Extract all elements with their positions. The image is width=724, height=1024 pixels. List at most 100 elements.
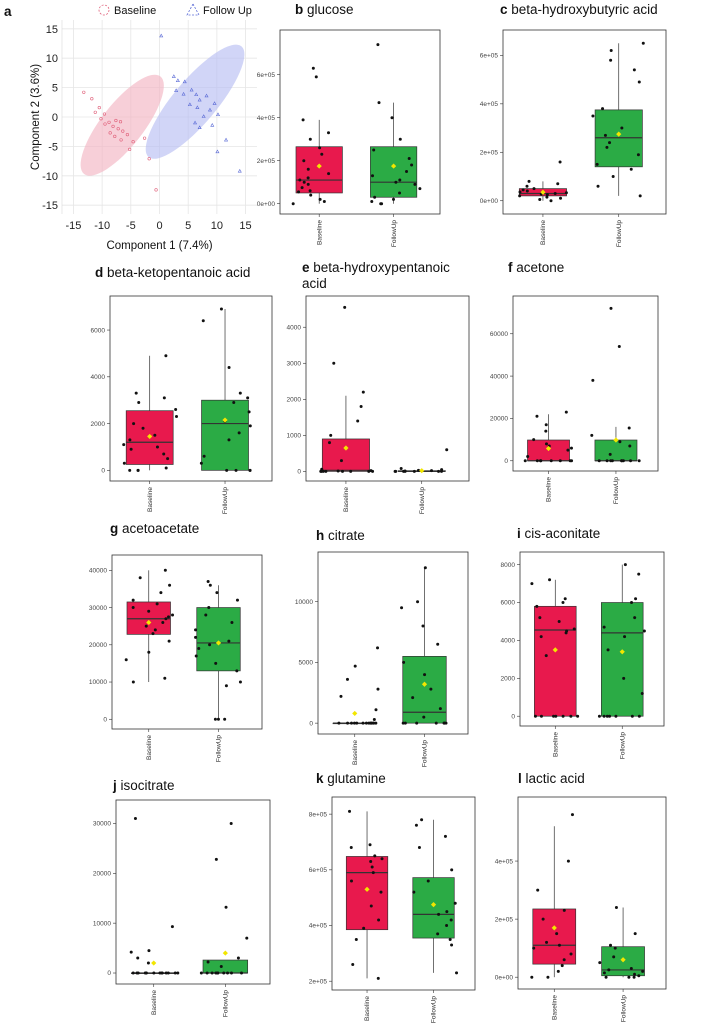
pca-panel: a -15 -10 -5 0 5 10 15 -15 -10 -5 0 5 10 15 Component 1… [4,3,257,252]
data-point [398,178,402,182]
y-tick-label: 8e+05 [309,811,328,818]
data-point [555,932,559,936]
data-point [372,721,376,725]
data-point [197,647,201,651]
x-category-label: Baseline [343,487,350,512]
data-point [237,431,241,435]
data-point [238,680,242,684]
panel-title-line: beta-hydroxypentanoic [310,260,451,275]
data-point [556,969,560,973]
panel-letter-l: l [518,771,522,786]
data-point [131,606,135,610]
data-point [143,971,147,975]
legend-baseline-circle-icon [98,4,110,16]
x-category-label: Baseline [552,732,559,757]
pca-point-followup [212,101,217,105]
data-point [361,390,365,394]
mean-marker [421,681,428,687]
x-category-label: Baseline [546,477,553,502]
data-point [613,946,617,950]
box-iqr [594,109,643,168]
data-point [538,616,542,620]
x-category-label: FollowUp [422,740,429,767]
panel-title-j: j isocitrate [112,778,175,793]
mean-marker [364,886,370,892]
boxplot-panel-g: g acetoacetate 0 10000 20000 30000 40000 Basel… [89,521,263,762]
y-tick-label: 0 [107,970,111,977]
data-point [199,971,203,975]
x-category-label: FollowUp [223,990,230,1017]
data-point [215,591,219,595]
mean-marker [147,433,153,440]
mean-marker [619,649,625,655]
data-point [147,650,151,654]
data-point [450,868,454,872]
data-point [132,422,136,426]
data-point [128,438,132,442]
data-point [448,937,452,941]
data-point [445,910,449,914]
data-point [214,661,218,665]
data-point [229,971,233,975]
data-point [638,194,642,198]
data-point [415,721,419,725]
data-point [136,468,140,472]
data-point [345,677,349,681]
data-point [137,401,141,405]
data-point [379,890,383,894]
data-point [291,202,295,206]
pca-point-baseline [118,120,123,124]
data-point [339,694,343,698]
data-point [530,582,534,586]
x-category-label: Baseline [551,995,558,1020]
legend-baseline-label: Baseline [114,5,156,17]
data-point [527,179,531,183]
data-point [173,971,177,975]
box-iqr [196,607,241,672]
data-point [306,167,310,171]
data-point [131,971,135,975]
data-point [632,68,636,72]
panel-letter-i: i [517,526,521,541]
mean-marker [613,437,619,443]
pca-point-followup [193,120,198,125]
pca-point-followup [181,91,186,96]
mean-marker [552,647,558,653]
data-point [629,459,633,463]
data-point [219,307,223,311]
panel-title-text: glutamine [324,771,386,786]
data-point [622,676,626,680]
x-category-label: FollowUp [391,220,398,247]
data-point [449,918,453,922]
mean-marker [620,957,626,963]
data-point [398,191,402,195]
data-point [608,714,612,718]
panel-title-text: citrate [324,528,365,543]
data-point [144,624,148,628]
pca-point-baseline [121,129,125,133]
pca-confidence-ellipse-0 [80,74,164,176]
box-baseline [291,66,343,206]
data-point [548,578,552,582]
data-point [131,680,135,684]
data-point [401,721,405,725]
mean-marker [222,417,228,423]
data-point [536,888,540,892]
data-point [546,975,550,979]
box-followup [393,448,449,474]
data-point [561,601,565,605]
data-point [390,116,394,120]
mean-marker [343,445,349,451]
data-point [614,906,618,910]
data-point [206,960,210,964]
data-point [224,684,228,688]
y-tick-label: 8000 [501,562,516,569]
data-point [226,971,230,975]
data-point [210,971,214,975]
data-point [166,971,170,975]
data-point [327,441,331,445]
data-point [175,415,179,419]
box-followup [598,906,645,979]
y-tick-label: 2e+05 [257,158,276,165]
